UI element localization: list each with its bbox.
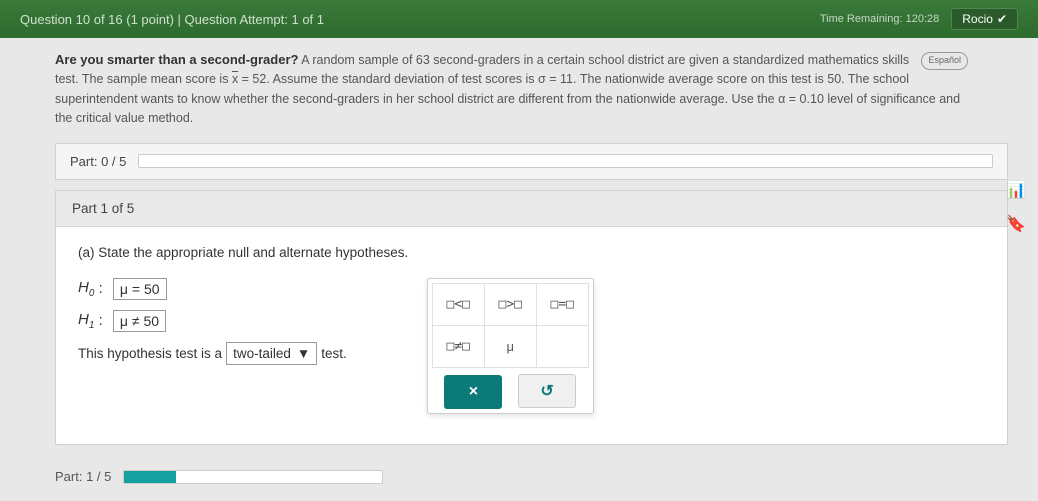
time-remaining: Time Remaining: 120:28 (820, 13, 939, 25)
overall-progress-label: Part: 0 / 5 (70, 154, 126, 169)
question-counter: Question 10 of 16 (1 point) | Question A… (20, 12, 324, 27)
student-name-dropdown[interactable]: Rocio ✔ (951, 8, 1018, 30)
h1-row: H1 : μ ≠ 50 (78, 310, 347, 332)
part-card: Part 1 of 5 (a) State the appropriate nu… (55, 190, 1008, 446)
palette-gt[interactable]: □>□ (484, 283, 536, 325)
stats-icon[interactable]: 📊 (1006, 180, 1026, 200)
palette-eq[interactable]: □=□ (536, 283, 588, 325)
problem-text: Español Are you smarter than a second-gr… (55, 50, 1008, 129)
clear-button[interactable]: × (444, 375, 502, 409)
symbol-palette: □<□ □>□ □=□ □≠□ μ × ↺ (427, 278, 594, 415)
palette-lt[interactable]: □<□ (432, 283, 484, 325)
problem-lead: Are you smarter than a second-grader? (55, 52, 298, 67)
student-name: Rocio (962, 12, 993, 26)
bottom-progress-row: Part: 1 / 5 (0, 469, 1038, 484)
bookmark-icon[interactable]: 🔖 (1006, 214, 1026, 234)
tail-select[interactable]: two-tailed ▼ (226, 342, 317, 365)
chevron-down-icon: ▼ (297, 346, 310, 361)
palette-ne[interactable]: □≠□ (432, 325, 484, 367)
part-header: Part 1 of 5 (56, 191, 1007, 227)
language-toggle[interactable]: Español (921, 52, 968, 70)
h0-input[interactable]: μ = 50 (113, 278, 167, 300)
content-area: Español Are you smarter than a second-gr… (0, 38, 1038, 445)
palette-empty (536, 325, 588, 367)
quiz-header: Question 10 of 16 (1 point) | Question A… (0, 0, 1038, 38)
reset-button[interactable]: ↺ (518, 374, 576, 408)
palette-mu[interactable]: μ (484, 325, 536, 367)
h1-input[interactable]: μ ≠ 50 (113, 310, 166, 332)
tail-sentence: This hypothesis test is a two-tailed ▼ t… (78, 342, 347, 365)
overall-progress-bar (138, 154, 993, 168)
bottom-progress-bar (123, 470, 383, 484)
bottom-progress-label: Part: 1 / 5 (55, 469, 111, 484)
check-icon: ✔ (997, 12, 1007, 26)
h0-row: H0 : μ = 50 (78, 278, 347, 300)
part-instruction: (a) State the appropriate null and alter… (78, 245, 985, 260)
overall-progress-row: Part: 0 / 5 (55, 143, 1008, 180)
